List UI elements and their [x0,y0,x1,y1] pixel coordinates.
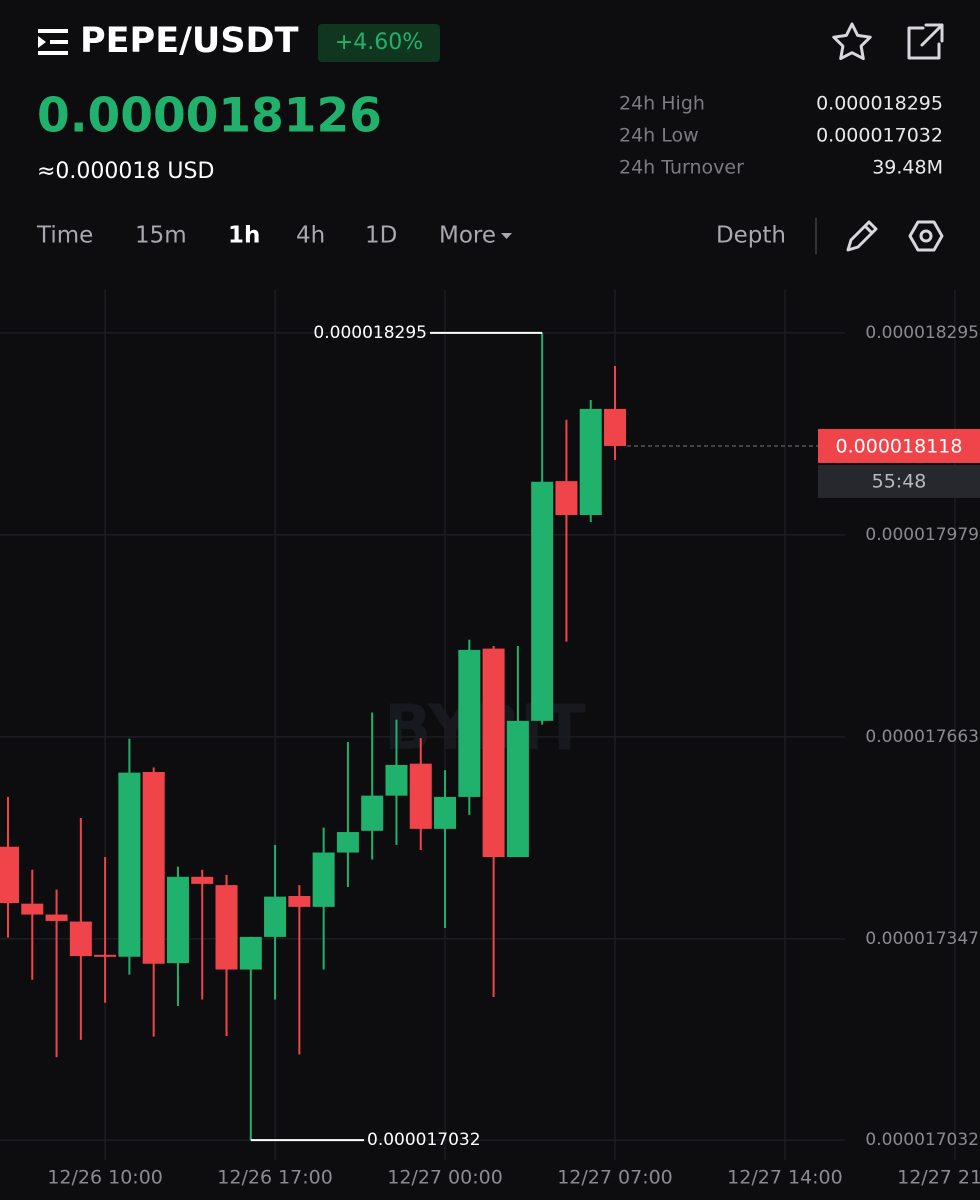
stat-label: 24h High [619,93,705,115]
timeframe-tab[interactable]: More [439,223,496,249]
y-tick-label: 0.000017979 [865,525,979,545]
pencil-icon[interactable] [846,220,878,252]
candle-body [482,648,505,858]
timeframe-tab[interactable]: 15m [135,223,187,249]
y-tick-label: 0.000017347 [865,929,979,949]
last-price-label: 0.000018118 [836,435,963,457]
candle-body [531,481,554,721]
candle-body [264,896,287,937]
x-tick-label: 12/27 00:00 [387,1167,503,1189]
change-badge [318,24,440,62]
candle-body [555,481,578,516]
y-tick-label: 0.000017663 [865,727,979,747]
candle-body [336,832,359,853]
candle-body [215,885,238,970]
price-usd: ≈0.000018 USD [37,159,214,184]
candle-body [288,895,311,907]
candle-body [191,876,214,884]
x-tick-label: 12/27 14:00 [727,1167,843,1189]
y-tick-label: 0.000018295 [865,323,979,343]
low-marker-label: 0.000017032 [367,1130,481,1150]
change: +4.60% [335,30,423,55]
candle-body [579,408,602,516]
stat-value: 0.000017032 [816,125,943,147]
star-icon[interactable] [832,22,872,61]
candle-body [166,876,189,964]
dropdown-caret [501,233,513,239]
stat-value: 39.48M [872,157,943,179]
x-tick-label: 12/26 10:00 [47,1167,163,1189]
candle-body [239,936,262,970]
candle-body [21,903,44,915]
candle-body [434,796,457,829]
y-tick-label: 0.000017032 [865,1130,979,1150]
countdown: 55:48 [872,470,927,492]
candle-body [458,649,481,797]
x-tick-label: 12/27 21:00 [897,1167,980,1189]
menu-icon[interactable] [38,29,68,55]
stat-label: 24h Turnover [619,157,744,179]
countdown-tag [818,464,980,498]
candle-body [506,720,529,858]
depth-tab[interactable]: Depth [716,223,786,249]
candle-body [0,846,19,904]
timeframe-tab[interactable]: 1h [228,223,260,249]
candle-body [94,954,117,957]
pair: PEPE/USDT [80,21,299,61]
timeframe-tab[interactable]: 4h [296,223,325,249]
candle-body [604,408,626,446]
candle-body [69,921,92,957]
candle-body [385,764,408,796]
x-tick-label: 12/26 17:00 [217,1167,333,1189]
candle-body [118,772,141,957]
timeframe-tab[interactable]: Time [36,223,93,249]
x-tick-label: 12/27 07:00 [557,1167,673,1189]
candle-body [142,771,165,964]
last-price-tag [818,428,980,463]
candle-body [409,763,432,829]
high-marker-label: 0.000018295 [313,323,427,343]
last-price: 0.000018126 [37,89,382,144]
settings-icon[interactable] [908,220,944,252]
candle-body [361,795,384,831]
timeframe-tab[interactable]: 1D [365,223,397,249]
stat-label: 24h Low [619,125,699,147]
share-icon[interactable] [907,23,944,60]
candle-body [45,914,68,921]
stat-value: 0.000018295 [816,93,943,115]
candle-body [312,852,335,907]
